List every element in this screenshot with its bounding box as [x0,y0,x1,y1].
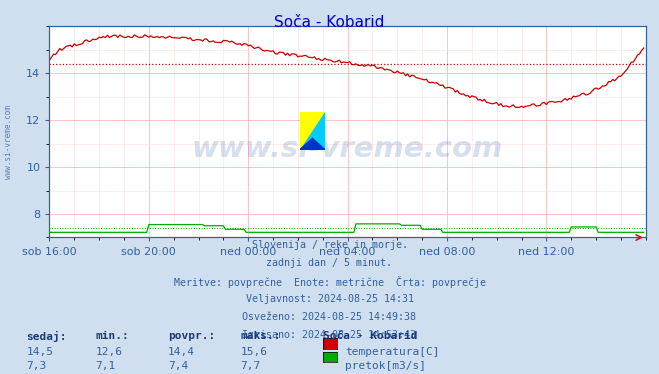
Text: 7,4: 7,4 [168,361,188,371]
Text: Veljavnost: 2024-08-25 14:31: Veljavnost: 2024-08-25 14:31 [246,294,413,304]
Text: temperatura[C]: temperatura[C] [345,347,440,357]
Text: www.si-vreme.com: www.si-vreme.com [4,105,13,179]
Text: 12,6: 12,6 [96,347,123,357]
Polygon shape [300,138,325,150]
Text: maks.:: maks.: [241,331,281,341]
Text: sedaj:: sedaj: [26,331,67,342]
Text: povpr.:: povpr.: [168,331,215,341]
Text: Meritve: povprečne  Enote: metrične  Črta: povprečje: Meritve: povprečne Enote: metrične Črta:… [173,276,486,288]
Text: Soča - Kobarid: Soča - Kobarid [323,331,417,341]
Polygon shape [300,112,325,150]
Text: www.si-vreme.com: www.si-vreme.com [192,135,503,163]
Text: 14,4: 14,4 [168,347,195,357]
Polygon shape [300,112,325,150]
Text: 7,7: 7,7 [241,361,261,371]
Text: 14,5: 14,5 [26,347,53,357]
Text: Osveženo: 2024-08-25 14:49:38: Osveženo: 2024-08-25 14:49:38 [243,312,416,322]
Text: zadnji dan / 5 minut.: zadnji dan / 5 minut. [266,258,393,268]
Text: 7,1: 7,1 [96,361,116,371]
Text: 7,3: 7,3 [26,361,47,371]
Text: Izrisano: 2024-08-25 14:53:43: Izrisano: 2024-08-25 14:53:43 [243,330,416,340]
Text: Soča - Kobarid: Soča - Kobarid [274,15,385,30]
Text: min.:: min.: [96,331,129,341]
Text: Slovenija / reke in morje.: Slovenija / reke in morje. [252,240,407,250]
Text: 15,6: 15,6 [241,347,268,357]
Text: pretok[m3/s]: pretok[m3/s] [345,361,426,371]
